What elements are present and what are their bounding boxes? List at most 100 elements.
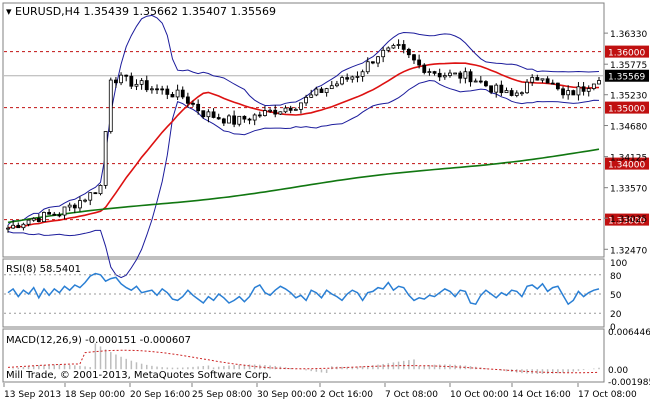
copyright-text: Mill Trade, © 2001-2013, MetaQuotes Soft… bbox=[6, 370, 272, 381]
header-ohlc: ▾ EURUSD,H4 1.35439 1.35662 1.35407 1.35… bbox=[6, 5, 276, 18]
level-price-label: 1.36000 bbox=[608, 49, 645, 59]
candle-body bbox=[78, 200, 82, 209]
candle-body bbox=[396, 44, 401, 46]
candle-body bbox=[180, 89, 185, 98]
candle-body bbox=[191, 102, 195, 105]
symbol-label: EURUSD,H4 bbox=[15, 5, 80, 18]
candle-body bbox=[386, 47, 391, 51]
candle-body bbox=[273, 109, 278, 115]
candle-body bbox=[103, 131, 108, 186]
candle-body bbox=[124, 74, 129, 77]
candle-body bbox=[530, 77, 535, 83]
candle-body bbox=[463, 71, 468, 79]
candle-body bbox=[278, 111, 283, 115]
candle-body bbox=[283, 107, 288, 113]
level-price-box bbox=[605, 213, 649, 226]
candle-body bbox=[160, 88, 165, 91]
candle-body bbox=[432, 71, 437, 74]
candle-body bbox=[478, 80, 483, 83]
candle-body bbox=[288, 107, 293, 111]
time-tick-label: 25 Sep 08:00 bbox=[192, 390, 252, 400]
candle-body bbox=[98, 184, 103, 195]
candle-body bbox=[88, 192, 93, 201]
low-value: 1.35407 bbox=[181, 5, 227, 18]
candle-body bbox=[319, 88, 324, 93]
level-price-box bbox=[605, 45, 649, 58]
close-value: 1.35569 bbox=[230, 5, 276, 18]
candle-body bbox=[335, 83, 339, 87]
level-price-label: 1.34000 bbox=[608, 161, 645, 171]
header-collapse-icon: ▾ bbox=[6, 5, 15, 18]
time-tick-label: 13 Sep 2013 bbox=[4, 390, 61, 400]
rsi-label: RSI(8) 58.5401 bbox=[6, 264, 81, 275]
candle-body bbox=[329, 85, 334, 90]
macd-indicator: 0.006446 0.00 -0.001985 bbox=[7, 328, 650, 388]
candle-body bbox=[417, 59, 422, 66]
candle-body bbox=[489, 85, 493, 93]
candle-body bbox=[252, 114, 257, 121]
candle-body bbox=[458, 72, 463, 79]
candle-body bbox=[170, 94, 175, 98]
candle-body bbox=[401, 44, 406, 50]
candle-body bbox=[263, 110, 267, 116]
candle-body bbox=[391, 45, 396, 49]
candle-body bbox=[47, 212, 52, 215]
candle-body bbox=[227, 115, 231, 124]
rsi-tick-label: 20 bbox=[610, 310, 622, 320]
candle-body bbox=[406, 48, 411, 56]
rsi-line bbox=[7, 272, 600, 306]
price-axis: 1.36330 1.35775 1.35230 1.34680 1.34125 1.335… bbox=[604, 30, 647, 256]
candle-body bbox=[370, 61, 375, 64]
rsi-tick-label: 80 bbox=[610, 272, 622, 282]
price-tick-label: 1.35775 bbox=[610, 61, 647, 71]
price-tick-label: 1.34680 bbox=[610, 123, 647, 133]
ma-slow-line bbox=[7, 148, 600, 224]
candle-body bbox=[566, 90, 571, 96]
bollinger-bands bbox=[7, 14, 600, 279]
time-tick-label: 17 Oct 08:00 bbox=[578, 390, 637, 400]
candle-body bbox=[453, 72, 458, 75]
candle-body bbox=[484, 81, 488, 87]
candle-body bbox=[509, 90, 514, 96]
rsi-panel-frame bbox=[2, 258, 605, 328]
candle-body bbox=[581, 86, 586, 92]
candle-body bbox=[350, 76, 355, 80]
candle-body bbox=[216, 117, 221, 120]
candle-body bbox=[185, 96, 190, 104]
candle-body bbox=[119, 74, 123, 84]
candle-body bbox=[576, 86, 581, 96]
candle-body bbox=[36, 218, 41, 223]
candle-body bbox=[232, 115, 237, 125]
time-tick-label: 2 Oct 16:00 bbox=[320, 390, 373, 400]
candle-body bbox=[514, 92, 519, 96]
price-tick-label: 1.34125 bbox=[610, 154, 647, 164]
candle-body bbox=[365, 61, 370, 73]
macd-panel-frame bbox=[2, 328, 605, 383]
time-tick-label: 20 Sep 16:00 bbox=[130, 390, 190, 400]
candle-body bbox=[211, 111, 216, 118]
candle-body bbox=[11, 224, 16, 229]
candle-body bbox=[26, 219, 31, 225]
ma-fast-line bbox=[7, 62, 600, 229]
candle-body bbox=[21, 223, 26, 229]
candle-body bbox=[427, 71, 432, 73]
high-value: 1.35662 bbox=[132, 5, 178, 18]
candle-body bbox=[555, 82, 560, 90]
candle-body bbox=[324, 88, 329, 93]
rsi-tick-label: 50 bbox=[610, 291, 622, 301]
candle-body bbox=[165, 88, 170, 95]
current-price-label: 1.35569 bbox=[608, 73, 645, 83]
candle-body bbox=[571, 90, 576, 96]
macd-signal-line bbox=[7, 349, 600, 374]
candle-body bbox=[376, 56, 380, 64]
candle-body bbox=[257, 114, 262, 117]
candle-body bbox=[550, 82, 555, 85]
price-tick-label: 1.35230 bbox=[610, 92, 647, 102]
candle-body bbox=[304, 96, 308, 104]
rsi-tick-label: 0 bbox=[610, 323, 616, 333]
price-tick-label: 1.33570 bbox=[610, 185, 647, 195]
candle-body bbox=[355, 75, 360, 78]
candle-body bbox=[591, 83, 596, 89]
